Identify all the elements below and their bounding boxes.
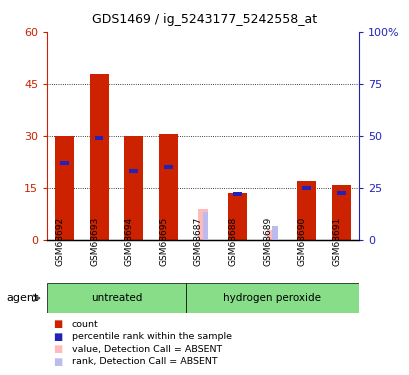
- Bar: [197, 209, 208, 240]
- Bar: [60, 161, 69, 165]
- Text: GDS1469 / ig_5243177_5242558_at: GDS1469 / ig_5243177_5242558_at: [92, 13, 317, 26]
- Bar: [185, 283, 358, 313]
- Bar: [227, 193, 247, 240]
- Text: GSM68687: GSM68687: [193, 217, 202, 267]
- Text: rank, Detection Call = ABSENT: rank, Detection Call = ABSENT: [72, 357, 217, 366]
- Text: agent: agent: [6, 293, 38, 303]
- Bar: [94, 136, 103, 140]
- Bar: [129, 169, 138, 173]
- Text: GSM68694: GSM68694: [124, 217, 133, 266]
- Text: GSM68693: GSM68693: [90, 217, 99, 267]
- Text: GSM68695: GSM68695: [159, 217, 168, 267]
- Text: ■: ■: [53, 320, 63, 329]
- Bar: [55, 136, 74, 240]
- Text: GSM68688: GSM68688: [228, 217, 237, 267]
- Bar: [331, 184, 350, 240]
- Bar: [302, 186, 310, 190]
- Bar: [164, 165, 172, 169]
- Text: untreated: untreated: [90, 293, 142, 303]
- Bar: [203, 212, 208, 240]
- Bar: [124, 136, 143, 240]
- Bar: [47, 283, 185, 313]
- Text: value, Detection Call = ABSENT: value, Detection Call = ABSENT: [72, 345, 221, 354]
- Text: GSM68690: GSM68690: [297, 217, 306, 267]
- Bar: [89, 74, 108, 240]
- Bar: [266, 230, 277, 240]
- Text: GSM68692: GSM68692: [55, 217, 64, 266]
- Text: hydrogen peroxide: hydrogen peroxide: [222, 293, 320, 303]
- Text: percentile rank within the sample: percentile rank within the sample: [72, 332, 231, 341]
- Text: count: count: [72, 320, 98, 329]
- Text: ■: ■: [53, 344, 63, 354]
- Text: ■: ■: [53, 357, 63, 366]
- Bar: [272, 226, 277, 240]
- Bar: [297, 181, 316, 240]
- Bar: [336, 191, 345, 195]
- Text: GSM68689: GSM68689: [263, 217, 272, 267]
- Bar: [233, 192, 241, 196]
- Bar: [158, 134, 178, 240]
- Text: ■: ■: [53, 332, 63, 342]
- Text: GSM68691: GSM68691: [332, 217, 341, 267]
